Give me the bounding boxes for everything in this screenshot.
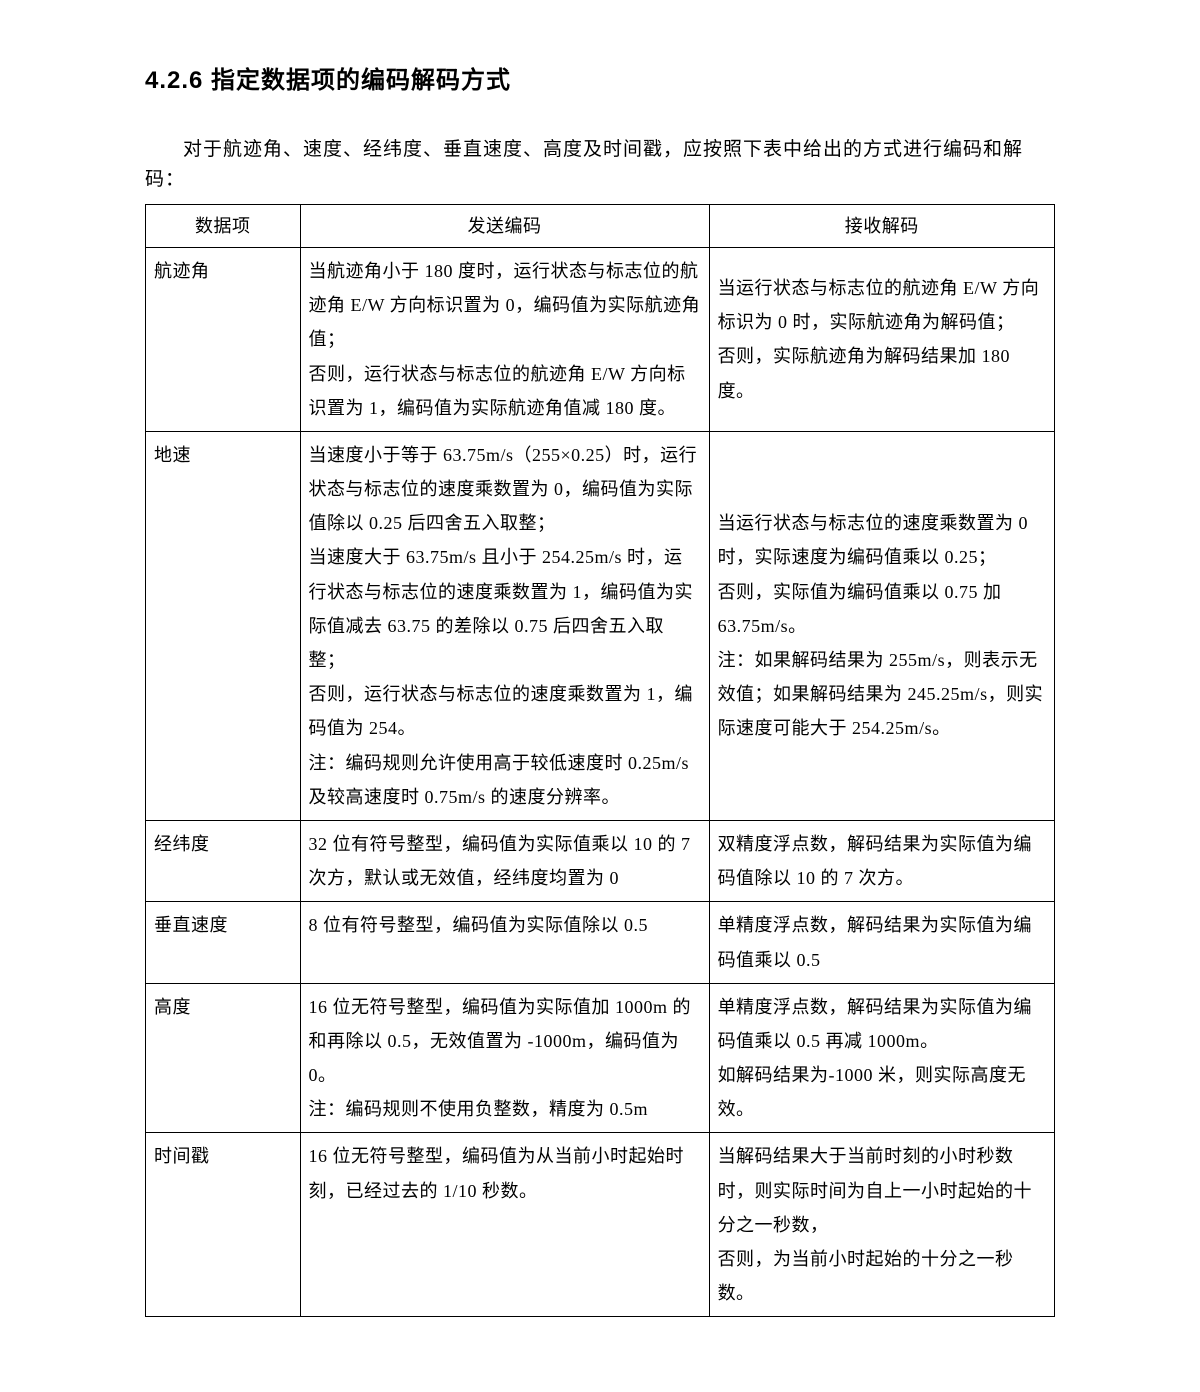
- table-row: 经纬度 32 位有符号整型，编码值为实际值乘以 10 的 7 次方，默认或无效值…: [146, 820, 1055, 901]
- col-header-item: 数据项: [146, 204, 301, 247]
- cell-item: 垂直速度: [146, 902, 301, 983]
- table-row: 时间戳 16 位无符号整型，编码值为从当前小时起始时刻，已经过去的 1/10 秒…: [146, 1133, 1055, 1317]
- cell-recv: 当运行状态与标志位的航迹角 E/W 方向标识为 0 时，实际航迹角为解码值；否则…: [709, 247, 1054, 431]
- encoding-table: 数据项 发送编码 接收解码 航迹角 当航迹角小于 180 度时，运行状态与标志位…: [145, 204, 1055, 1318]
- cell-recv: 当运行状态与标志位的速度乘数置为 0 时，实际速度为编码值乘以 0.25；否则，…: [709, 431, 1054, 820]
- cell-send: 16 位无符号整型，编码值为从当前小时起始时刻，已经过去的 1/10 秒数。: [300, 1133, 709, 1317]
- cell-item: 地速: [146, 431, 301, 820]
- table-header-row: 数据项 发送编码 接收解码: [146, 204, 1055, 247]
- table-row: 地速 当速度小于等于 63.75m/s（255×0.25）时，运行状态与标志位的…: [146, 431, 1055, 820]
- cell-send: 8 位有符号整型，编码值为实际值除以 0.5: [300, 902, 709, 983]
- cell-send: 16 位无符号整型，编码值为实际值加 1000m 的和再除以 0.5，无效值置为…: [300, 983, 709, 1133]
- table-row: 高度 16 位无符号整型，编码值为实际值加 1000m 的和再除以 0.5，无效…: [146, 983, 1055, 1133]
- cell-item: 航迹角: [146, 247, 301, 431]
- cell-send: 当航迹角小于 180 度时，运行状态与标志位的航迹角 E/W 方向标识置为 0，…: [300, 247, 709, 431]
- cell-recv: 单精度浮点数，解码结果为实际值为编码值乘以 0.5: [709, 902, 1054, 983]
- table-row: 航迹角 当航迹角小于 180 度时，运行状态与标志位的航迹角 E/W 方向标识置…: [146, 247, 1055, 431]
- cell-send: 当速度小于等于 63.75m/s（255×0.25）时，运行状态与标志位的速度乘…: [300, 431, 709, 820]
- cell-recv: 双精度浮点数，解码结果为实际值为编码值除以 10 的 7 次方。: [709, 820, 1054, 901]
- table-body: 航迹角 当航迹角小于 180 度时，运行状态与标志位的航迹角 E/W 方向标识置…: [146, 247, 1055, 1316]
- table-row: 垂直速度 8 位有符号整型，编码值为实际值除以 0.5 单精度浮点数，解码结果为…: [146, 902, 1055, 983]
- col-header-recv: 接收解码: [709, 204, 1054, 247]
- cell-recv: 当解码结果大于当前时刻的小时秒数时，则实际时间为自上一小时起始的十分之一秒数，否…: [709, 1133, 1054, 1317]
- intro-paragraph: 对于航迹角、速度、经纬度、垂直速度、高度及时间戳，应按照下表中给出的方式进行编码…: [145, 135, 1055, 196]
- cell-item: 高度: [146, 983, 301, 1133]
- cell-recv: 单精度浮点数，解码结果为实际值为编码值乘以 0.5 再减 1000m。如解码结果…: [709, 983, 1054, 1133]
- cell-item: 时间戳: [146, 1133, 301, 1317]
- col-header-send: 发送编码: [300, 204, 709, 247]
- cell-item: 经纬度: [146, 820, 301, 901]
- section-heading: 4.2.6 指定数据项的编码解码方式: [145, 60, 1055, 95]
- cell-send: 32 位有符号整型，编码值为实际值乘以 10 的 7 次方，默认或无效值，经纬度…: [300, 820, 709, 901]
